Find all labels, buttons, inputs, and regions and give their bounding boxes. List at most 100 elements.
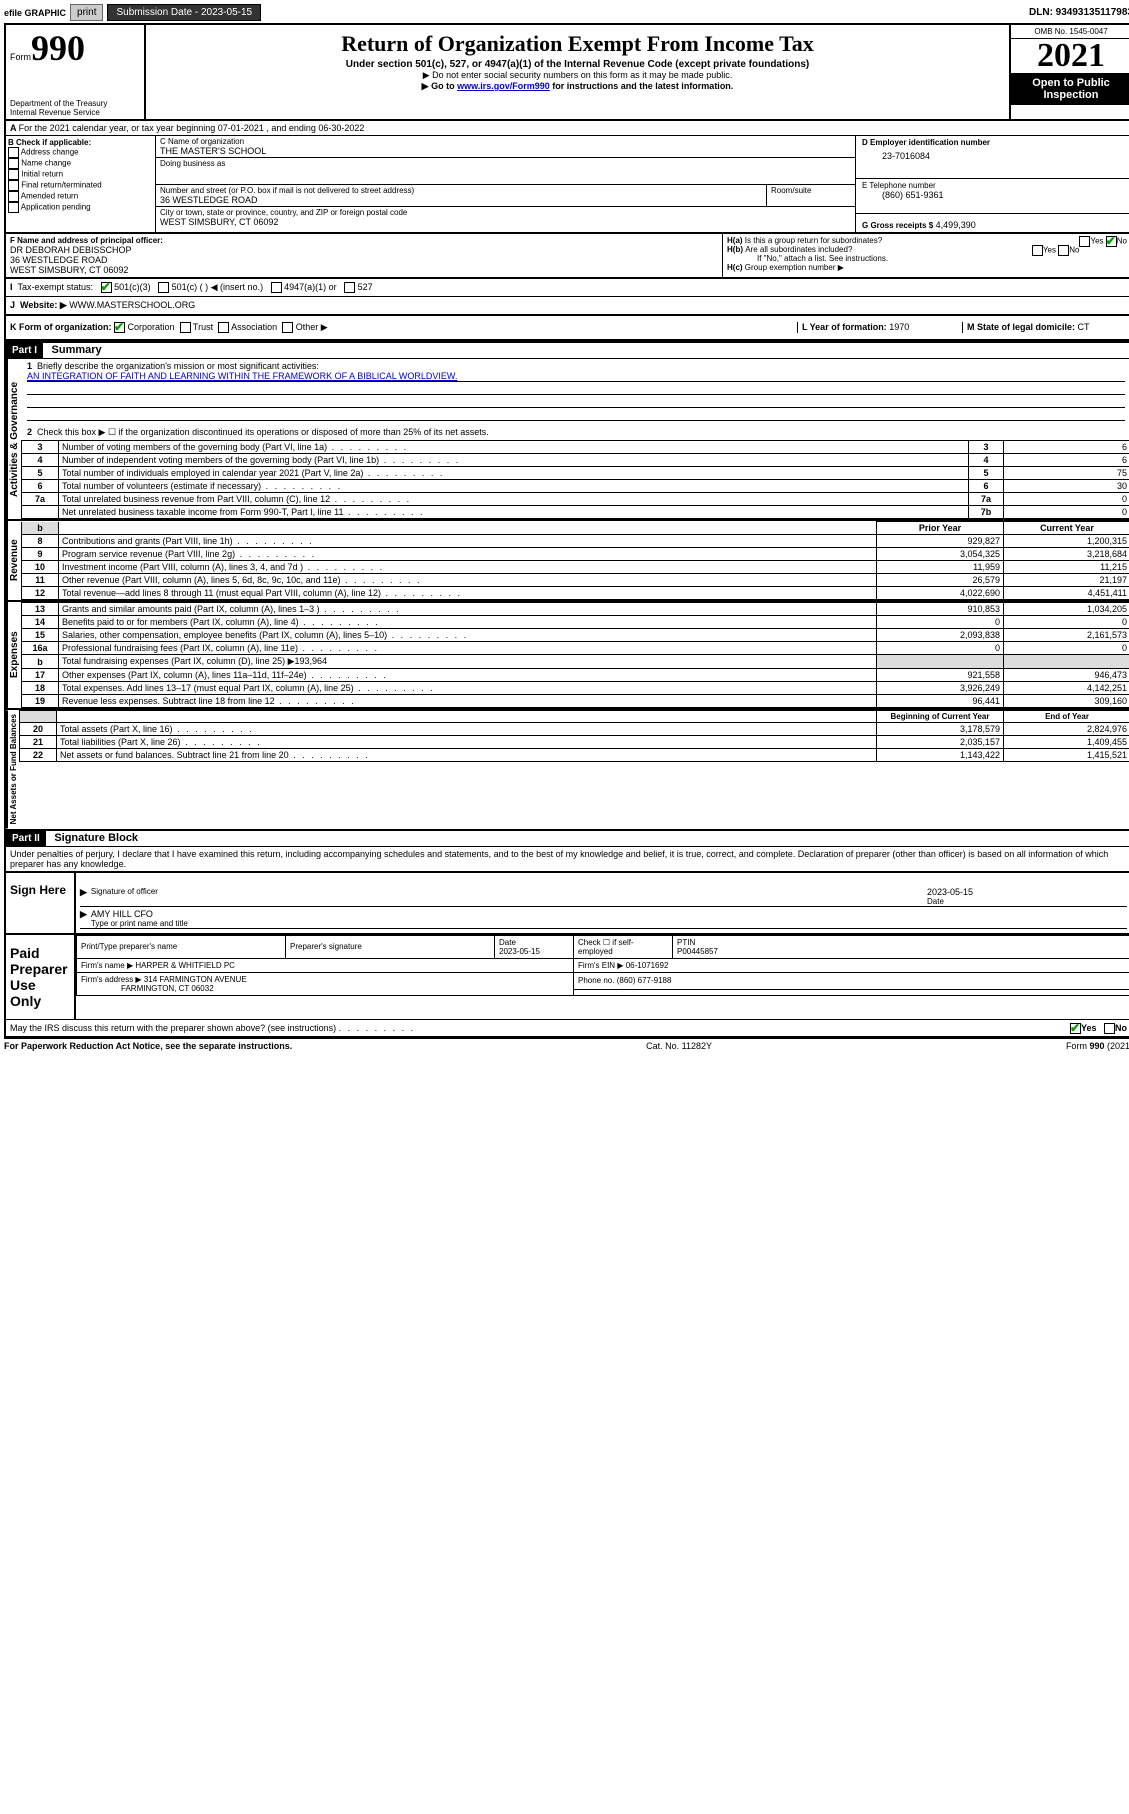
netassets-vlabel: Net Assets or Fund Balances xyxy=(6,710,19,828)
discuss-no-check[interactable] xyxy=(1104,1023,1115,1034)
prep-date-header: Date xyxy=(499,938,516,947)
line16b-desc: Total fundraising expenses (Part IX, col… xyxy=(62,656,295,666)
chk-501c3[interactable] xyxy=(101,282,112,293)
end-year-header: End of Year xyxy=(1004,711,1129,723)
officer-name: DR DEBORAH DEBISSCHOP xyxy=(10,245,718,255)
prep-sig-header: Preparer's signature xyxy=(286,935,495,958)
ha-no[interactable]: No xyxy=(1117,237,1127,246)
irs-label: Internal Revenue Service xyxy=(10,108,140,117)
governance-table: 3Number of voting members of the governi… xyxy=(21,440,1129,519)
mission-label: Briefly describe the organization's miss… xyxy=(37,361,319,371)
part2-title: Signature Block xyxy=(48,832,138,844)
chk-assoc[interactable] xyxy=(218,322,229,333)
dept-label: Department of the Treasury xyxy=(10,99,140,108)
officer-label: F Name and address of principal officer: xyxy=(10,236,718,245)
gross-label: G Gross receipts $ xyxy=(862,221,933,230)
paid-prep-label: Paid Preparer Use Only xyxy=(6,935,76,1019)
part2-label: Part II xyxy=(6,831,46,846)
city-label: City or town, state or province, country… xyxy=(160,208,851,217)
sig-officer-label: Signature of officer xyxy=(91,887,927,896)
note-ssn: ▶ Do not enter social security numbers o… xyxy=(150,70,1005,81)
chk-pending[interactable]: Application pending xyxy=(8,202,153,213)
right-col-deg: D Employer identification number 23-7016… xyxy=(855,136,1129,232)
discuss-row: May the IRS discuss this return with the… xyxy=(6,1019,1129,1036)
header-center: Return of Organization Exempt From Incom… xyxy=(146,25,1009,119)
footer-mid: Cat. No. 11282Y xyxy=(646,1041,712,1051)
sign-here-label: Sign Here xyxy=(6,873,76,933)
form-label: Form xyxy=(10,52,31,62)
begin-year-header: Beginning of Current Year xyxy=(877,711,1004,723)
chk-corp[interactable] xyxy=(114,322,125,333)
goto-suffix: for instructions and the latest informat… xyxy=(550,81,734,91)
firm-ein: 06-1071692 xyxy=(626,961,669,970)
sig-date-label: Date xyxy=(927,897,1127,906)
ein-label: D Employer identification number xyxy=(862,138,1125,147)
chk-final[interactable]: Final return/terminated xyxy=(8,180,153,191)
part1-title: Summary xyxy=(46,344,102,356)
header-left: Form990 Department of the Treasury Inter… xyxy=(6,25,146,119)
officer-city: WEST SIMSBURY, CT 06092 xyxy=(10,265,718,275)
header-right: OMB No. 1545-0047 2021 Open to Public In… xyxy=(1009,25,1129,119)
firm-addr1: 314 FARMINGTON AVENUE xyxy=(144,975,247,984)
irs-link[interactable]: www.irs.gov/Form990 xyxy=(457,81,550,91)
ein-value: 23-7016084 xyxy=(862,147,1125,161)
dln-label: DLN: 93493135117983 xyxy=(1029,7,1129,18)
year-form-label: L Year of formation: xyxy=(802,322,887,332)
mission-text[interactable]: AN INTEGRATION OF FAITH AND LEARNING WIT… xyxy=(27,371,457,381)
chk-trust[interactable] xyxy=(180,322,191,333)
chk-4947[interactable] xyxy=(271,282,282,293)
discuss-yes-check[interactable] xyxy=(1070,1023,1081,1034)
signer-name: AMY HILL CFO xyxy=(91,909,1127,919)
sig-date-value: 2023-05-15 xyxy=(927,887,1127,897)
website-value: WWW.MASTERSCHOOL.ORG xyxy=(69,300,195,310)
chk-other[interactable] xyxy=(282,322,293,333)
org-city: WEST SIMSBURY, CT 06092 xyxy=(160,217,851,227)
gross-value: 4,499,390 xyxy=(936,220,976,230)
phone-label: E Telephone number xyxy=(862,181,1125,190)
chk-527[interactable] xyxy=(344,282,355,293)
summary-table: Activities & Governance 1 Briefly descri… xyxy=(6,359,1129,519)
hb-row: H(b) Are all subordinates included? Yes … xyxy=(727,245,1127,254)
firm-addr-label: Firm's address ▶ xyxy=(81,975,142,984)
current-year-header: Current Year xyxy=(1004,522,1129,535)
paid-preparer-section: Paid Preparer Use Only Print/Type prepar… xyxy=(6,933,1129,1019)
ha-row: H(a) Is this a group return for subordin… xyxy=(727,236,1127,245)
prior-year-header: Prior Year xyxy=(877,522,1004,535)
ha-yes[interactable]: Yes xyxy=(1090,237,1103,246)
form-org-label: K Form of organization: xyxy=(10,322,112,332)
ptin-label: PTIN xyxy=(677,938,695,947)
prep-date: 2023-05-15 xyxy=(499,947,540,956)
klm-row: K Form of organization: Corporation Trus… xyxy=(6,316,1129,341)
website-label: Website: ▶ xyxy=(20,300,67,310)
phone-value: (860) 651-9361 xyxy=(862,190,1125,200)
note-link: ▶ Go to www.irs.gov/Form990 for instruct… xyxy=(150,81,1005,92)
chk-initial[interactable]: Initial return xyxy=(8,169,153,180)
chk-amended[interactable]: Amended return xyxy=(8,191,153,202)
org-street: 36 WESTLEDGE ROAD xyxy=(160,195,762,205)
revenue-vlabel: Revenue xyxy=(6,521,21,600)
submission-date-button[interactable]: Submission Date - 2023-05-15 xyxy=(107,4,261,21)
dba-label: Doing business as xyxy=(160,159,851,168)
line16b-val: 193,964 xyxy=(295,656,328,666)
part1-label: Part I xyxy=(6,343,43,358)
form-container: Form990 Department of the Treasury Inter… xyxy=(4,23,1129,1038)
footer-right: Form 990 (2021) xyxy=(1066,1041,1129,1051)
top-toolbar: efile GRAPHIC print Submission Date - 20… xyxy=(4,4,1129,21)
print-button[interactable]: print xyxy=(70,4,103,21)
tax-year: 2021 xyxy=(1011,39,1129,73)
page-footer: For Paperwork Reduction Act Notice, see … xyxy=(4,1038,1129,1051)
prep-selfemp[interactable]: Check ☐ if self-employed xyxy=(574,935,673,958)
org-name-label: C Name of organization xyxy=(160,137,851,146)
form-number: 990 xyxy=(31,28,85,68)
chk-address[interactable]: Address change xyxy=(8,147,153,158)
chk-name[interactable]: Name change xyxy=(8,158,153,169)
form-title: Return of Organization Exempt From Incom… xyxy=(150,31,1005,57)
preparer-table: Print/Type preparer's name Preparer's si… xyxy=(76,935,1129,996)
street-label: Number and street (or P.O. box if mail i… xyxy=(160,186,762,195)
firm-name-label: Firm's name ▶ xyxy=(81,961,133,970)
tax-period: For the 2021 calendar year, or tax year … xyxy=(19,123,365,133)
part2-header: Part II Signature Block xyxy=(6,829,1129,847)
org-name: THE MASTER'S SCHOOL xyxy=(160,146,851,156)
chk-501c[interactable] xyxy=(158,282,169,293)
box-b-label: B Check if applicable: xyxy=(8,138,153,147)
